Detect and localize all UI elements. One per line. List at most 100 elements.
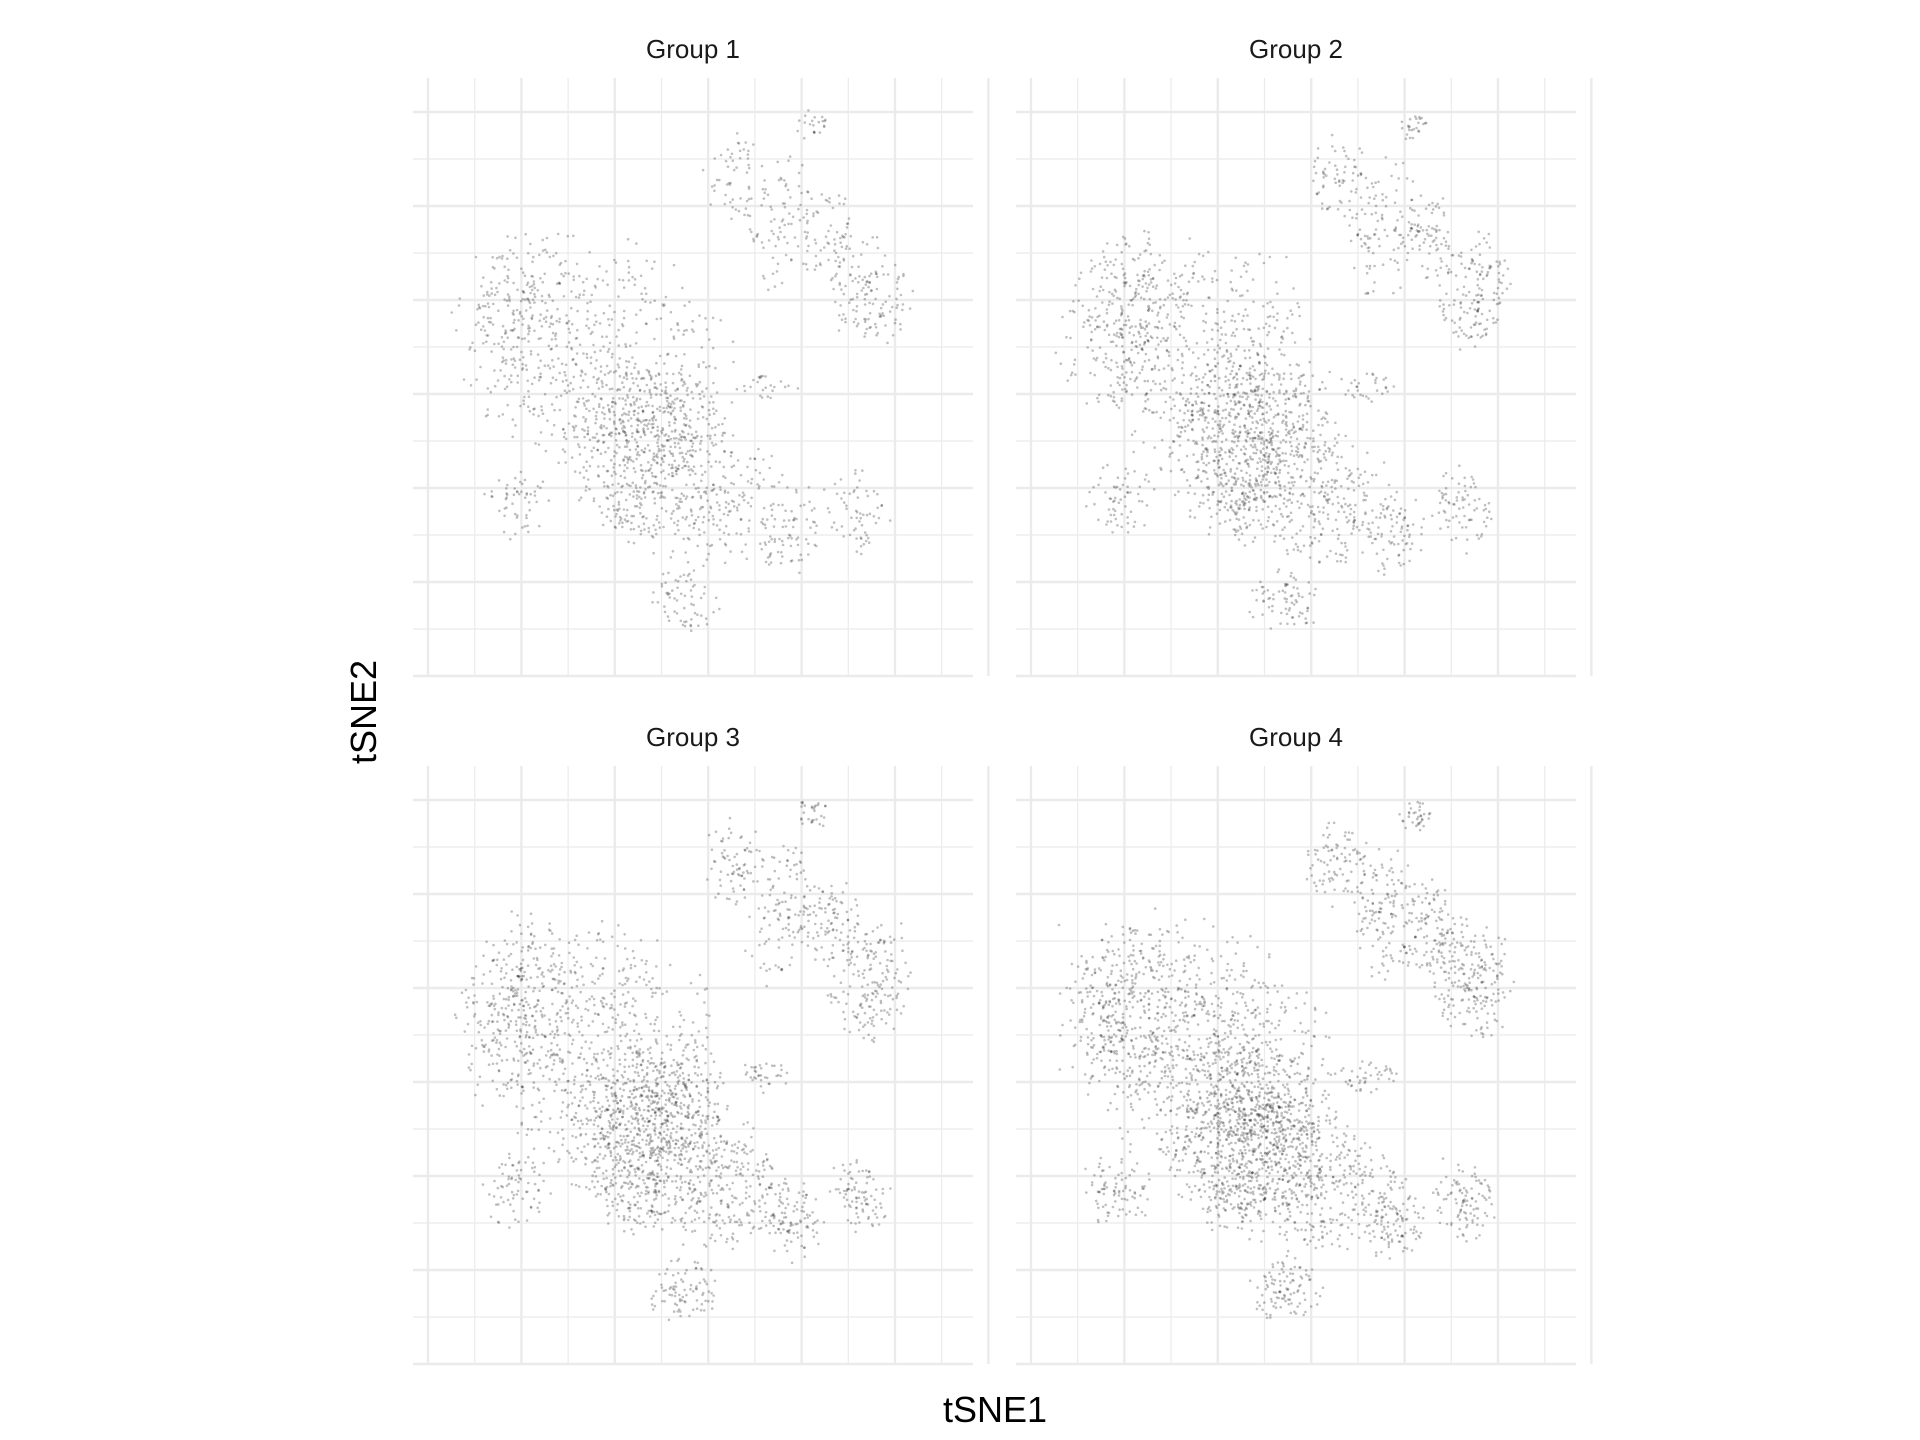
data-point	[614, 1018, 618, 1021]
data-point	[1337, 510, 1340, 513]
data-point	[483, 329, 487, 332]
data-point	[541, 480, 545, 484]
data-point	[1123, 272, 1127, 275]
data-point	[1125, 383, 1128, 387]
data-point	[496, 1053, 499, 1056]
data-point	[1297, 594, 1301, 598]
data-point	[679, 497, 682, 501]
data-point	[1290, 601, 1294, 604]
data-point	[1154, 301, 1157, 304]
data-point	[1348, 503, 1352, 507]
data-point	[815, 524, 818, 527]
data-point	[1143, 275, 1146, 278]
data-point	[1121, 267, 1125, 271]
data-point	[531, 942, 534, 946]
data-point	[1253, 482, 1257, 486]
data-point	[1267, 330, 1271, 334]
data-point	[1330, 485, 1333, 489]
data-point	[1347, 519, 1351, 522]
data-point	[690, 445, 694, 448]
data-point	[637, 419, 640, 423]
data-point	[1241, 491, 1245, 494]
data-point	[708, 453, 711, 456]
data-point	[876, 331, 879, 335]
data-point	[634, 448, 638, 451]
data-point	[736, 141, 740, 145]
data-point	[1293, 341, 1297, 344]
data-point	[596, 474, 600, 477]
data-point	[593, 1012, 597, 1015]
data-point	[666, 591, 670, 595]
data-point	[557, 954, 561, 957]
data-point	[606, 469, 610, 473]
data-point	[1177, 306, 1180, 309]
data-point	[1401, 161, 1405, 165]
data-point	[624, 372, 628, 376]
data-point	[1245, 371, 1249, 375]
data-point	[1233, 510, 1236, 514]
data-point	[1302, 391, 1305, 395]
data-point	[676, 507, 679, 510]
data-point	[514, 532, 517, 536]
data-point	[1120, 397, 1124, 400]
data-point	[684, 424, 687, 428]
data-point	[1235, 373, 1238, 376]
data-point	[1318, 448, 1321, 452]
data-point	[839, 304, 842, 307]
data-point	[532, 255, 535, 259]
data-point	[640, 292, 643, 296]
data-point	[641, 1060, 644, 1063]
data-point	[1096, 325, 1099, 328]
data-point	[1143, 229, 1146, 233]
data-point	[1213, 392, 1216, 396]
data-point	[682, 1018, 686, 1022]
data-point	[1244, 492, 1247, 495]
data-point	[1264, 361, 1267, 365]
data-point	[607, 1079, 611, 1082]
data-point	[547, 499, 551, 502]
data-point	[1218, 508, 1222, 512]
data-point	[1414, 235, 1417, 238]
data-point	[1223, 320, 1226, 324]
data-point	[1120, 525, 1123, 529]
data-point	[1278, 458, 1281, 462]
data-point	[1288, 491, 1291, 495]
data-point	[1292, 389, 1295, 393]
data-point	[562, 295, 566, 298]
data-point	[866, 280, 869, 283]
data-point	[644, 1012, 647, 1016]
data-point	[773, 285, 777, 288]
data-point	[1246, 429, 1249, 432]
data-point	[761, 522, 765, 526]
data-point	[1326, 480, 1330, 484]
data-point	[524, 364, 528, 367]
data-point	[518, 312, 522, 316]
data-point	[1318, 560, 1321, 563]
data-point	[711, 316, 715, 320]
data-point	[759, 375, 763, 378]
data-point	[1475, 294, 1478, 297]
data-point	[812, 212, 815, 215]
data-point	[592, 1096, 596, 1100]
data-point	[708, 1014, 711, 1017]
data-point	[1293, 480, 1296, 484]
data-point	[1118, 488, 1122, 491]
data-point	[618, 982, 621, 985]
data-point	[1479, 336, 1483, 339]
data-point	[1139, 335, 1142, 339]
data-point	[1216, 329, 1220, 332]
data-point	[558, 282, 562, 285]
data-point	[599, 397, 603, 400]
data-point	[1224, 380, 1227, 383]
data-point	[533, 1115, 536, 1119]
data-point	[509, 952, 513, 956]
data-point	[708, 511, 711, 514]
data-point	[799, 553, 802, 557]
data-point	[1344, 434, 1347, 438]
data-point	[1229, 355, 1233, 358]
data-point	[1282, 537, 1286, 540]
data-point	[549, 381, 553, 385]
data-point	[566, 384, 570, 387]
data-point	[1208, 369, 1211, 373]
data-point	[1151, 285, 1155, 289]
